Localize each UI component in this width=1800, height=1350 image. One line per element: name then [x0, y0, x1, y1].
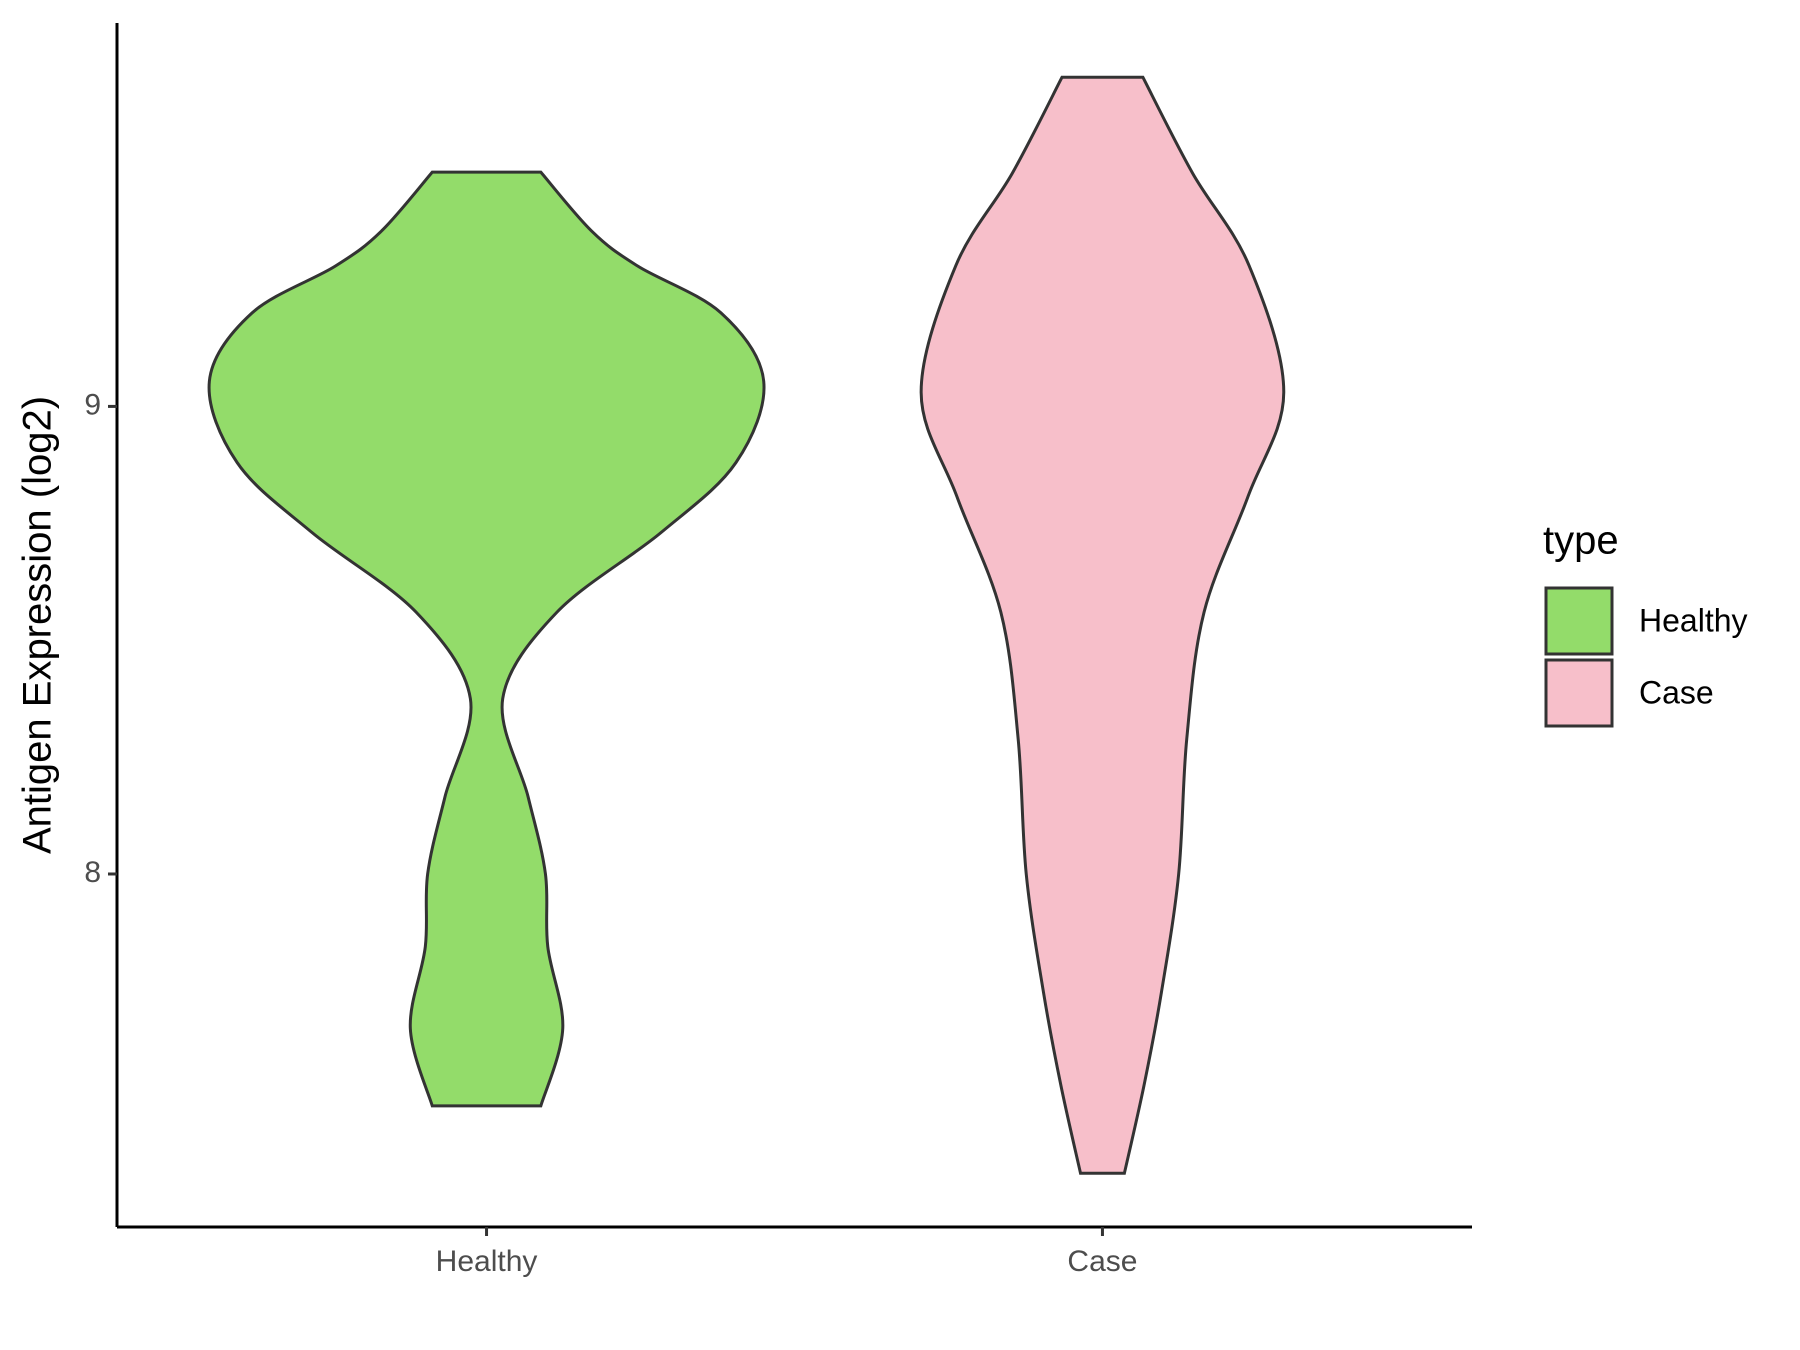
y-tick-label: 8 — [84, 856, 101, 889]
legend-title: type — [1543, 519, 1619, 563]
violin — [207, 170, 766, 1108]
legend-key — [1544, 586, 1614, 656]
legend-key — [1544, 658, 1614, 728]
legend-label: Case — [1639, 674, 1714, 710]
legend-label: Healthy — [1639, 602, 1748, 638]
y-tick-label: 9 — [84, 388, 101, 421]
violin — [919, 75, 1286, 1175]
x-tick-label: Case — [1067, 1245, 1137, 1278]
y-axis-title: Antigen Expression (log2) — [16, 396, 60, 854]
x-tick-label: Healthy — [436, 1245, 538, 1278]
